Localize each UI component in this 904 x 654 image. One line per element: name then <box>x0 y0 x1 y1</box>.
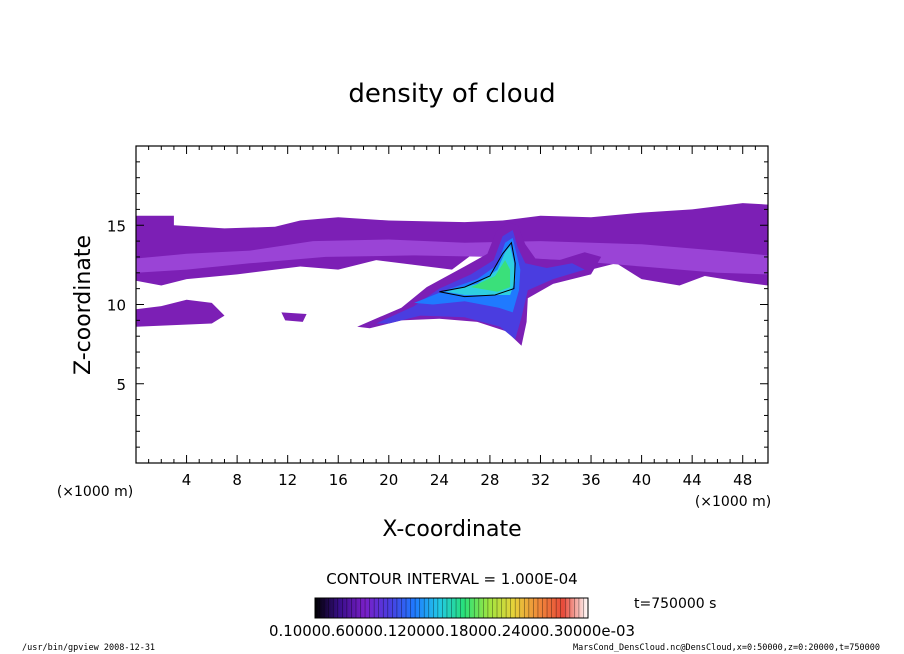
x-axis-unit: (×1000 m) <box>695 494 771 510</box>
cloud-lower-left <box>136 299 225 327</box>
x-tick-label: 24 <box>430 471 449 489</box>
y-axis-label: Z-coordinate <box>71 235 96 375</box>
time-label: t=750000 s <box>634 596 716 612</box>
x-tick-label: 36 <box>581 471 600 489</box>
y-tick-label: 15 <box>107 217 126 235</box>
x-axis-label: X-coordinate <box>382 517 521 542</box>
x-tick-label: 4 <box>182 471 192 489</box>
y-axis-unit: (×1000 m) <box>57 484 133 500</box>
y-tick-label: 5 <box>116 376 126 394</box>
x-tick-label: 32 <box>531 471 550 489</box>
footer-right: MarsCond_DensCloud.nc@DensCloud,x=0:5000… <box>573 643 880 653</box>
footer-left: /usr/bin/gpview 2008-12-31 <box>22 643 155 653</box>
cloud-patch-left <box>281 312 307 322</box>
chart-title: density of cloud <box>348 79 555 109</box>
colorbar-tick-labels: 0.10000.60000.120000.18000.24000.30000e-… <box>269 622 635 640</box>
x-axis-ticks: 4 8 12 16 20 24 28 32 36 40 44 48 <box>148 146 756 489</box>
x-tick-label: 40 <box>632 471 651 489</box>
colorbar <box>314 597 589 619</box>
cloud-upper-core <box>136 239 768 275</box>
y-axis-ticks: 5 10 15 <box>107 161 768 448</box>
x-tick-label: 8 <box>232 471 242 489</box>
x-tick-label: 48 <box>733 471 752 489</box>
colorbar-divisions <box>319 598 584 618</box>
x-tick-label: 16 <box>329 471 348 489</box>
x-tick-label: 44 <box>683 471 702 489</box>
x-tick-label: 28 <box>480 471 499 489</box>
cloud-plume-peak <box>471 260 511 292</box>
cloud-density-field <box>136 203 768 346</box>
contour-interval-label: CONTOUR INTERVAL = 1.000E-04 <box>326 570 577 588</box>
contour-line <box>439 241 516 298</box>
x-tick-label: 20 <box>379 471 398 489</box>
y-tick-label: 10 <box>107 297 126 315</box>
x-tick-label: 12 <box>278 471 297 489</box>
